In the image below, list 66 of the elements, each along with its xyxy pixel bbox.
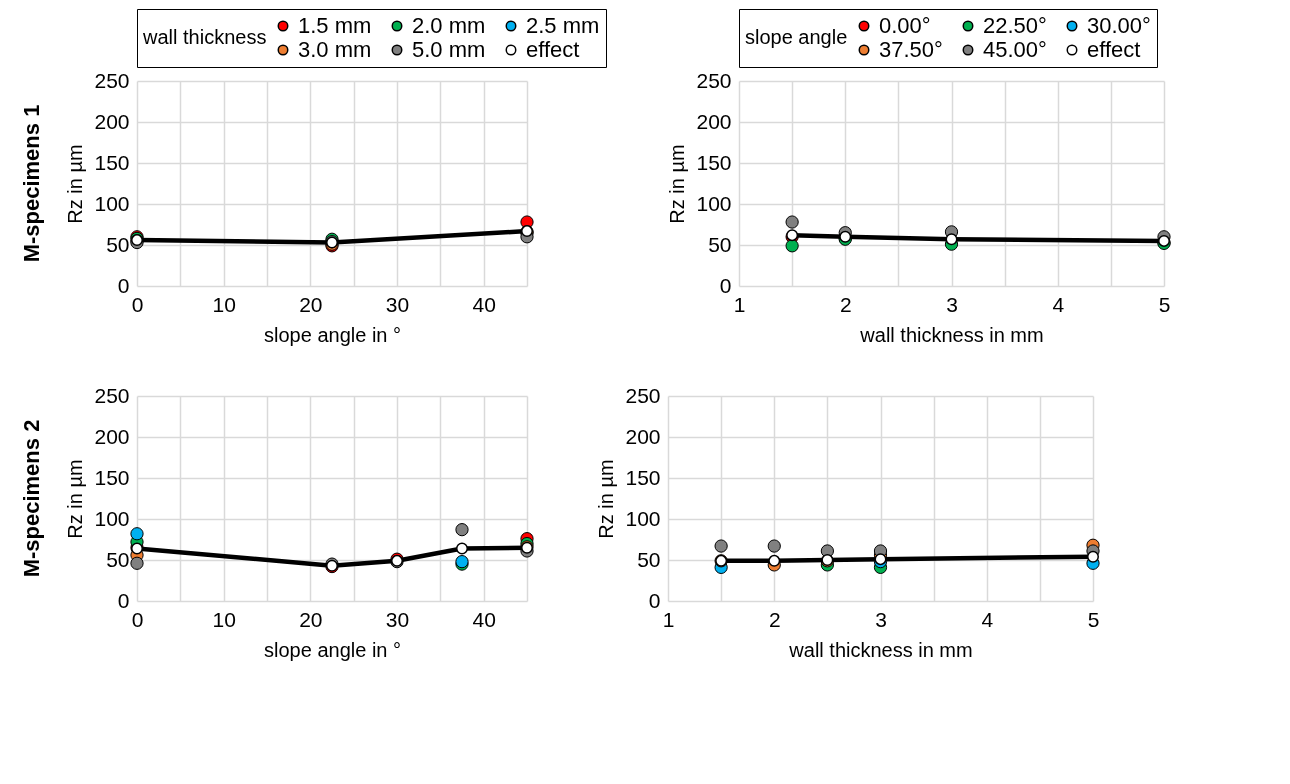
y-tick-label: 150 <box>696 150 732 174</box>
legend-title: wall thickness <box>142 26 267 48</box>
y-tick-label: 0 <box>117 588 130 612</box>
y-tick-label: 50 <box>708 232 732 256</box>
y-axis-title: Rz in µm <box>64 144 87 224</box>
y-axis-title: Rz in µm <box>64 459 87 539</box>
legend-label: 30.00° <box>1087 13 1151 38</box>
x-tick-label: 10 <box>212 292 236 316</box>
x-tick-label: 30 <box>385 607 410 631</box>
y-tick-label: 100 <box>94 506 130 530</box>
legend-label: effect <box>526 37 580 62</box>
y-tick-label: 100 <box>696 191 732 215</box>
x-tick-label: 40 <box>472 607 496 631</box>
text: M-specimens 2 <box>18 419 44 578</box>
y-tick-label: 250 <box>94 68 130 92</box>
legend-label: 1.5 mm <box>298 13 372 38</box>
y-tick-label: 250 <box>94 383 130 407</box>
legend-title: slope angle <box>745 26 848 48</box>
x-axis-title: slope angle in ° <box>264 323 401 346</box>
x-tick-label: 3 <box>875 607 887 631</box>
y-tick-label: 100 <box>94 191 130 215</box>
x-tick-label: 1 <box>662 607 675 631</box>
y-tick-label: 0 <box>117 273 130 297</box>
y-tick-label: 0 <box>719 273 732 297</box>
y-tick-label: 200 <box>696 109 732 133</box>
x-tick-label: 10 <box>212 607 236 631</box>
x-tick-label: 20 <box>299 292 323 316</box>
x-axis-title: wall thickness in mm <box>788 638 973 661</box>
y-axis-title: Rz in µm <box>595 459 618 539</box>
x-tick-label: 2 <box>768 607 781 631</box>
legend-label: 5.0 mm <box>412 37 486 62</box>
legend-label: 37.50° <box>879 37 943 62</box>
y-tick-label: 100 <box>625 506 661 530</box>
legend-label: 2.5 mm <box>526 13 600 38</box>
x-tick-label: 40 <box>472 292 496 316</box>
x-tick-label: 3 <box>946 292 958 316</box>
y-tick-label: 0 <box>648 588 661 612</box>
y-tick-label: 150 <box>94 465 130 489</box>
x-tick-label: 1 <box>733 292 746 316</box>
legend-label: 45.00° <box>983 37 1047 62</box>
x-tick-label: 2 <box>839 292 852 316</box>
y-tick-label: 250 <box>625 383 661 407</box>
x-tick-label: 30 <box>385 292 410 316</box>
x-axis-title: wall thickness in mm <box>859 323 1044 346</box>
legend-label: 0.00° <box>879 13 931 38</box>
y-tick-label: 150 <box>625 465 661 489</box>
x-tick-label: 5 <box>1158 292 1171 316</box>
y-tick-label: 50 <box>637 547 661 571</box>
y-tick-label: 50 <box>106 232 130 256</box>
x-tick-label: 4 <box>981 607 994 631</box>
y-tick-label: 200 <box>94 109 130 133</box>
x-tick-label: 5 <box>1087 607 1100 631</box>
text: M-specimens 1 <box>18 104 44 263</box>
legend-label: 2.0 mm <box>412 13 486 38</box>
y-tick-label: 200 <box>625 424 661 448</box>
x-axis-title: slope angle in ° <box>264 638 401 661</box>
x-tick-label: 4 <box>1052 292 1065 316</box>
y-axis-title: Rz in µm <box>666 144 689 224</box>
y-tick-label: 250 <box>696 68 732 92</box>
legend-label: effect <box>1087 37 1141 62</box>
legend-label: 22.50° <box>983 13 1047 38</box>
y-tick-label: 200 <box>94 424 130 448</box>
legend-label: 3.0 mm <box>298 37 372 62</box>
y-tick-label: 50 <box>106 547 130 571</box>
y-tick-label: 150 <box>94 150 130 174</box>
x-tick-label: 20 <box>299 607 323 631</box>
